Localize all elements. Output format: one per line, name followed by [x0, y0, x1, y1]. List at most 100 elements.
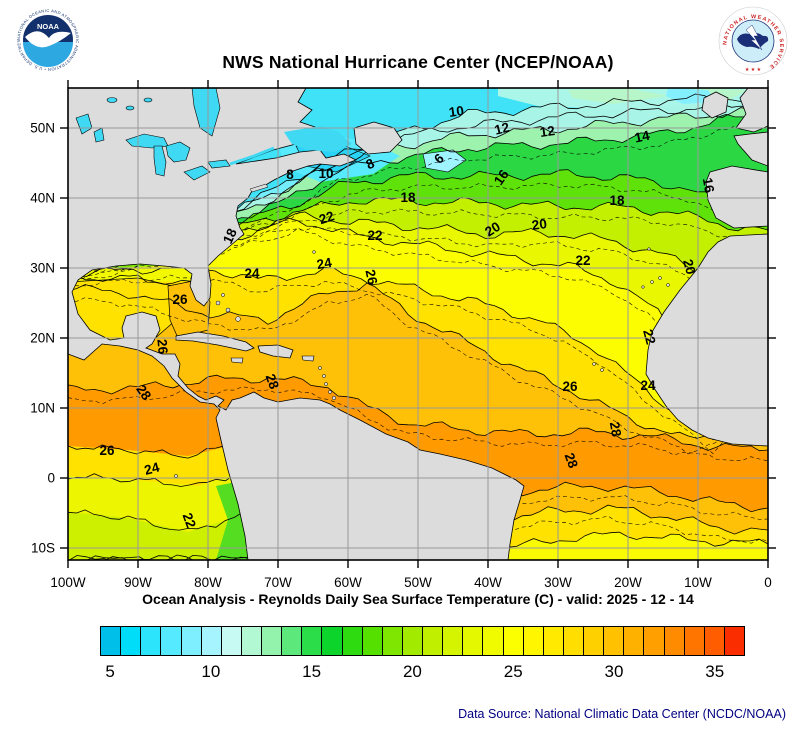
colorbar-cell: [644, 627, 665, 655]
island-jamaica: [230, 357, 244, 364]
contour-line-dashed: [68, 274, 768, 454]
lake-michigan: [153, 145, 167, 177]
nws-ring-stars: ★ ★ ★: [745, 67, 762, 73]
lake-small-1: [93, 127, 105, 143]
contour-label: 26: [363, 268, 381, 286]
contour-label: 12: [539, 123, 556, 140]
landmass-iberia: [705, 165, 768, 229]
island-cuba: [175, 331, 255, 352]
contour-label: 8: [286, 167, 294, 182]
contour-label: 18: [220, 226, 240, 246]
contour-label: 16: [700, 177, 717, 195]
data-source-note: Data Source: National Climatic Data Cent…: [458, 707, 786, 721]
colorbar-cell: [121, 627, 142, 655]
contour-line-dashed: [396, 515, 768, 560]
colorbar-tick-labels: 5 10 15 20 25 30 35: [100, 662, 745, 688]
noaa-wordmark: NOAA: [37, 22, 60, 31]
contour-label: 20: [531, 216, 548, 233]
y-axis-label: 0: [47, 471, 55, 486]
noaa-logo: NATIONAL OCEANIC AND ATMOSPHERIC ADMINIS…: [15, 7, 81, 73]
contour-line: [68, 467, 254, 487]
colorbar-cell: [141, 627, 162, 655]
colorbar-cell: [724, 627, 744, 655]
contour-label: 10: [448, 103, 465, 120]
contour-label: 24: [316, 255, 334, 272]
lake-small-2: [106, 97, 118, 103]
contour-label: 18: [609, 193, 625, 208]
colorbar-cell: [423, 627, 444, 655]
lake-erie: [183, 165, 211, 181]
map-caption: Ocean Analysis - Reynolds Daily Sea Surf…: [142, 591, 694, 607]
contour-label: 22: [367, 228, 382, 243]
colorbar-cell: [262, 627, 283, 655]
colorbar-cell: [704, 627, 725, 655]
x-axis-label: 10W: [684, 575, 712, 590]
colorbar-tick-label: 20: [402, 662, 422, 681]
colorbar-cell: [503, 627, 524, 655]
axis-ticks: [60, 80, 776, 568]
nws-lightning-icon: [745, 24, 763, 51]
contour-label: 10: [318, 166, 333, 181]
x-axis-label: 80W: [194, 575, 222, 590]
y-axis-label: 30N: [30, 261, 55, 276]
sst-map: 100W 90W 80W 70W 60W 50W 40W 30W 20W 10W 0 50N 40N 3…: [30, 80, 776, 590]
x-axis-label: 90W: [124, 575, 152, 590]
contour-line: [68, 282, 768, 439]
contour-label: 28: [562, 451, 581, 471]
contour-label: 26: [172, 292, 188, 307]
contour-label: 24: [244, 266, 260, 281]
islands-bahamas: [215, 293, 241, 322]
colorbar-cell: [241, 627, 262, 655]
colorbar-cell: [161, 627, 182, 655]
contour-label: 26: [562, 379, 578, 394]
land-layer: [68, 88, 768, 560]
contour-line-dashed: [68, 226, 768, 295]
contour-line: [68, 531, 768, 560]
colorbar-cell: [382, 627, 403, 655]
island-puerto-rico: [301, 355, 315, 362]
colorbar-cell: [181, 627, 202, 655]
colorbar-tick-label: 15: [302, 662, 322, 681]
x-axis-label: 100W: [50, 575, 86, 590]
colorbar-cell: [402, 627, 423, 655]
lake-ontario: [207, 159, 231, 169]
contour-label: 28: [607, 421, 624, 439]
landmass-france: [733, 131, 768, 167]
y-axis-label: 10N: [30, 401, 55, 416]
colorbar-cell: [342, 627, 363, 655]
colorbar-cell: [684, 627, 705, 655]
colorbar-tick-label: 10: [201, 662, 221, 681]
contour-line: [68, 274, 201, 285]
nws-logo: NATIONAL WEATHER SERVICE ★ ★ ★: [718, 6, 788, 76]
landmass-africa: [645, 233, 768, 447]
colorbar-cell: [302, 627, 323, 655]
colorbar-cell: [201, 627, 222, 655]
x-axis-label: 30W: [544, 575, 572, 590]
lake-small-4: [143, 97, 153, 103]
island-madeira: [647, 247, 651, 251]
sst-band: [68, 532, 768, 560]
colorbar-cell: [543, 627, 564, 655]
x-axis-labels: 100W 90W 80W 70W 60W 50W 40W 30W 20W 10W 0: [50, 575, 771, 590]
grid-layer: [68, 88, 768, 560]
island-ireland: [701, 91, 729, 119]
islands-canary: [641, 276, 670, 289]
contour-line-dashed: [68, 227, 768, 382]
island-great-britain: [735, 88, 768, 133]
contour-label: 28: [263, 372, 282, 392]
island-newfoundland: [353, 121, 403, 155]
x-axis-label: 20W: [614, 575, 642, 590]
colorbar: [100, 626, 745, 656]
noaa-sea: [23, 42, 73, 67]
colorbar-tick-label: 5: [105, 662, 115, 681]
contour-label: 26: [99, 443, 115, 458]
colorbar-cell: [221, 627, 242, 655]
y-axis-label: 40N: [30, 191, 55, 206]
contour-label: 22: [180, 511, 199, 530]
lake-huron: [165, 141, 191, 163]
contour-label: 20: [482, 219, 503, 240]
y-axis-label: 10S: [31, 541, 55, 556]
colorbar-cell: [463, 627, 484, 655]
colorbar-block: 5 10 15 20 25 30 35: [0, 624, 800, 690]
